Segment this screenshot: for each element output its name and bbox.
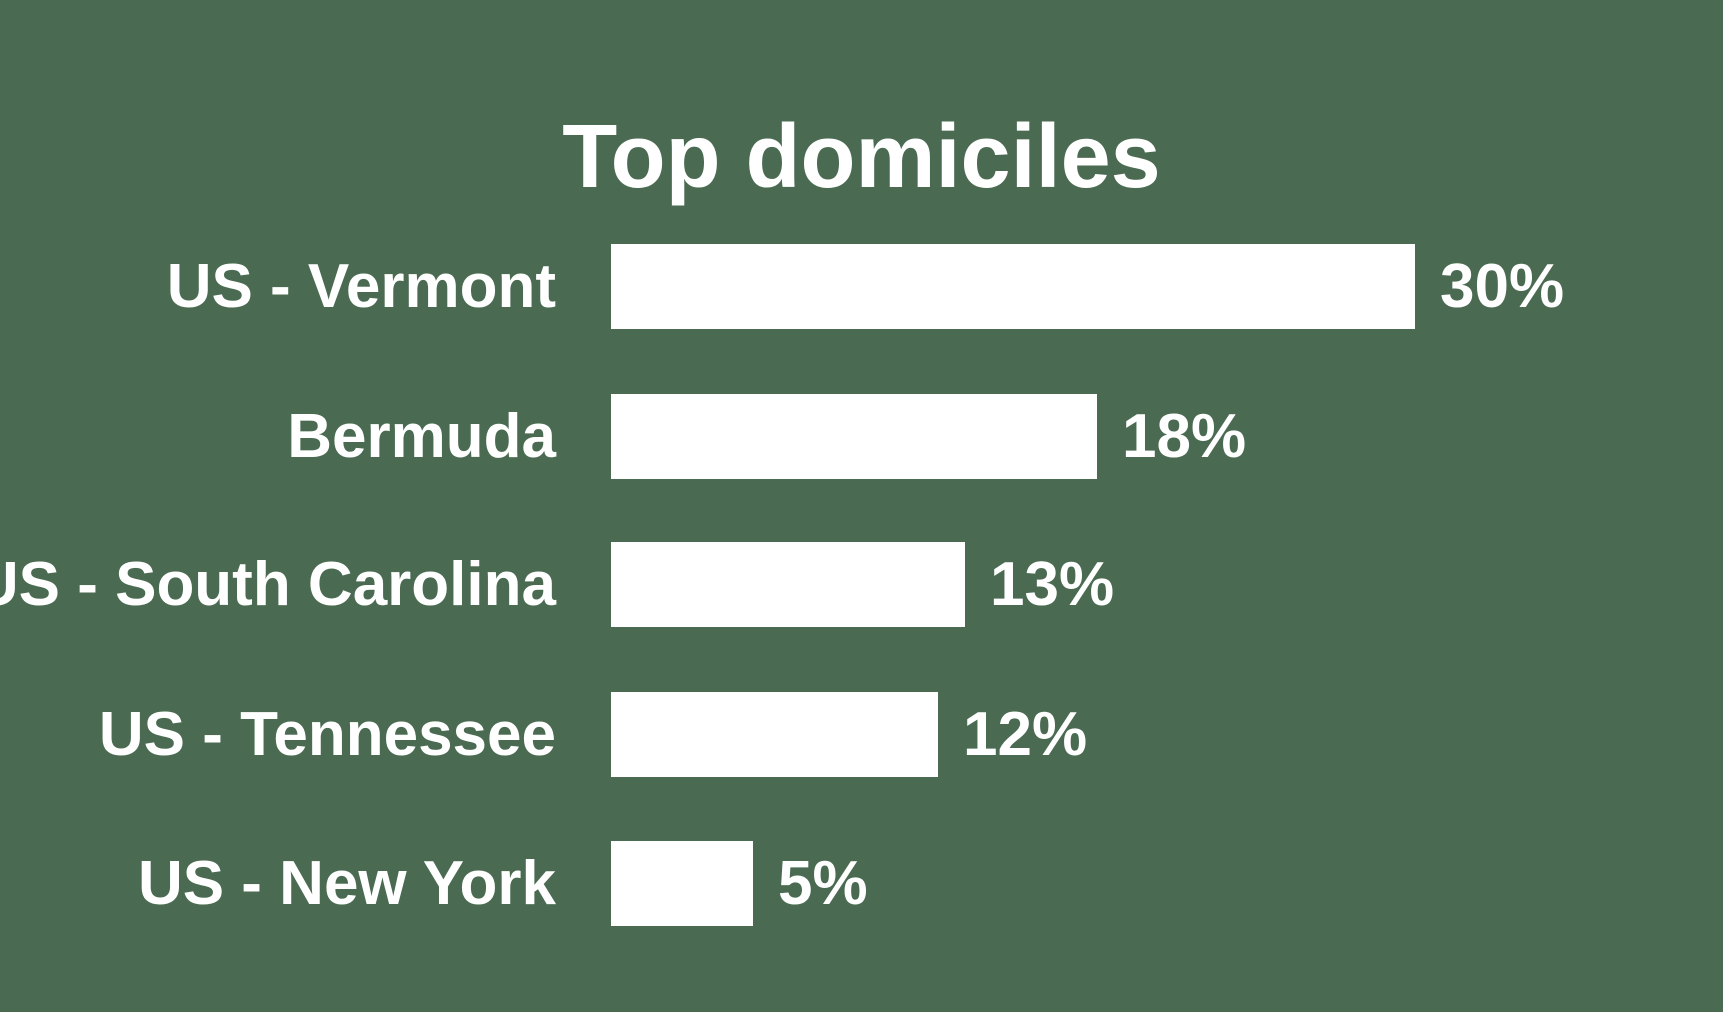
bar bbox=[611, 841, 753, 926]
chart-row: US - South Carolina 13% bbox=[0, 542, 1723, 627]
category-label: US - Vermont bbox=[166, 252, 556, 321]
value-label: 12% bbox=[963, 700, 1088, 769]
category-label: US - South Carolina bbox=[0, 550, 556, 619]
chart-row: US - Tennessee 12% bbox=[0, 692, 1723, 777]
value-label: 18% bbox=[1122, 402, 1247, 471]
category-label: US - New York bbox=[137, 849, 556, 918]
chart-title: Top domiciles bbox=[562, 107, 1161, 208]
value-label: 5% bbox=[778, 849, 868, 918]
bar bbox=[611, 542, 965, 627]
value-label: 30% bbox=[1440, 252, 1565, 321]
chart-row: Bermuda 18% bbox=[0, 394, 1723, 479]
chart-row: US - Vermont 30% bbox=[0, 244, 1723, 329]
value-label: 13% bbox=[990, 550, 1115, 619]
bar bbox=[611, 692, 938, 777]
bar bbox=[611, 244, 1415, 329]
chart-row: US - New York 5% bbox=[0, 841, 1723, 926]
bar bbox=[611, 394, 1097, 479]
category-label: Bermuda bbox=[287, 402, 556, 471]
category-label: US - Tennessee bbox=[98, 700, 556, 769]
